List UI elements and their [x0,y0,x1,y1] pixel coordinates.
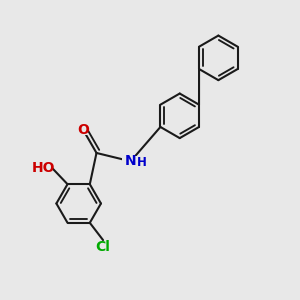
Text: O: O [77,123,89,137]
Text: Cl: Cl [96,241,110,254]
FancyBboxPatch shape [34,164,53,173]
Text: H: H [137,156,147,169]
FancyBboxPatch shape [78,125,88,135]
FancyBboxPatch shape [96,242,110,253]
FancyBboxPatch shape [122,156,142,166]
Text: HO: HO [32,161,55,176]
Text: N: N [125,154,136,168]
